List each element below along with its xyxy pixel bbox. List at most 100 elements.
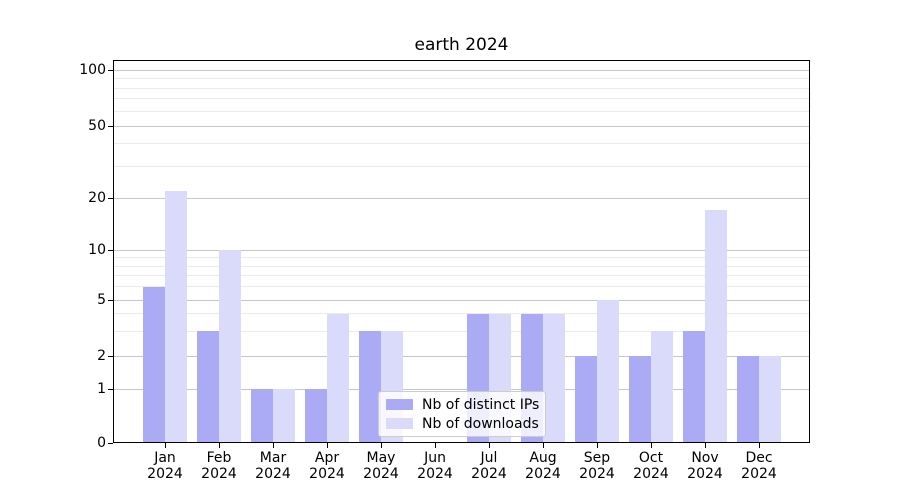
bar-downloads-jan — [165, 190, 187, 443]
bar-ips-jan — [143, 286, 165, 443]
major-gridline-10 — [114, 249, 809, 251]
y-tick-label-5: 5 — [97, 292, 106, 308]
bar-ips-sep — [575, 356, 597, 443]
minor-gridline-70 — [114, 98, 809, 100]
bar-downloads-nov — [705, 210, 727, 443]
y-tick-label-20: 20 — [88, 190, 106, 206]
x-tick-mark-oct — [650, 443, 652, 448]
x-tick-label-mar: Mar 2024 — [246, 450, 300, 482]
bar-downloads-dec — [759, 356, 781, 443]
bar-ips-feb — [197, 331, 219, 443]
x-tick-label-jun: Jun 2024 — [408, 450, 462, 482]
major-gridline-5 — [114, 299, 809, 301]
major-gridline-50 — [114, 125, 809, 127]
x-tick-label-year-apr: 2024 — [309, 466, 345, 482]
x-tick-mark-mar — [272, 443, 274, 448]
x-tick-mark-feb — [218, 443, 220, 448]
x-tick-label-year-feb: 2024 — [201, 466, 237, 482]
y-tick-label-100: 100 — [79, 62, 106, 78]
bar-ips-apr — [305, 389, 327, 443]
x-tick-label-year-sep: 2024 — [579, 466, 615, 482]
bar-ips-oct — [629, 356, 651, 443]
legend-label-downloads: Nb of downloads — [422, 415, 539, 432]
bar-downloads-sep — [597, 300, 619, 443]
legend-item-distinct-ips: Nb of distinct IPs — [386, 396, 540, 413]
legend: Nb of distinct IPs Nb of downloads — [378, 391, 546, 437]
bar-ips-mar — [251, 389, 273, 443]
y-tick-mark-0 — [108, 442, 113, 444]
x-tick-label-feb: Feb 2024 — [192, 450, 246, 482]
bar-downloads-feb — [219, 250, 241, 443]
x-tick-label-month-jul: Jul — [480, 450, 498, 466]
x-tick-label-year-nov: 2024 — [687, 466, 723, 482]
x-tick-mark-apr — [326, 443, 328, 448]
y-tick-mark-100 — [108, 69, 113, 71]
minor-gridline-9 — [114, 257, 809, 259]
x-tick-mark-aug — [542, 443, 544, 448]
minor-gridline-4 — [114, 313, 809, 315]
major-gridline-20 — [114, 197, 809, 199]
bar-ips-may — [359, 331, 381, 443]
x-tick-label-month-dec: Dec — [745, 450, 773, 466]
y-tick-mark-20 — [108, 197, 113, 199]
y-tick-label-50: 50 — [88, 118, 106, 134]
minor-gridline-60 — [114, 110, 809, 112]
minor-gridline-80 — [114, 87, 809, 89]
x-tick-mark-dec — [758, 443, 760, 448]
bar-downloads-oct — [651, 331, 673, 443]
x-tick-label-apr: Apr 2024 — [300, 450, 354, 482]
x-tick-label-year-jan: 2024 — [147, 466, 183, 482]
x-tick-label-month-aug: Aug — [529, 450, 557, 466]
x-tick-label-month-mar: Mar — [259, 450, 287, 466]
y-tick-mark-10 — [108, 249, 113, 251]
minor-gridline-8 — [114, 265, 809, 267]
y-tick-mark-50 — [108, 125, 113, 127]
legend-swatch-downloads — [386, 418, 413, 429]
x-tick-mark-may — [380, 443, 382, 448]
y-tick-mark-5 — [108, 299, 113, 301]
minor-gridline-7 — [114, 275, 809, 277]
y-tick-mark-2 — [108, 355, 113, 357]
chart-title: earth 2024 — [414, 35, 509, 55]
major-gridline-1 — [114, 388, 809, 390]
x-tick-label-sep: Sep 2024 — [570, 450, 624, 482]
x-tick-label-year-oct: 2024 — [633, 466, 669, 482]
minor-gridline-90 — [114, 78, 809, 79]
x-tick-mark-jul — [488, 443, 490, 448]
x-tick-label-month-may: May — [366, 450, 396, 466]
minor-gridline-30 — [114, 165, 809, 167]
x-tick-label-month-jan: Jan — [154, 450, 176, 466]
x-tick-label-year-may: 2024 — [363, 466, 399, 482]
major-gridline-2 — [114, 355, 809, 357]
x-tick-label-month-feb: Feb — [206, 450, 232, 466]
legend-swatch-distinct-ips — [386, 399, 413, 410]
minor-gridline-3 — [114, 330, 809, 332]
bar-downloads-mar — [273, 389, 295, 443]
x-tick-label-year-jun: 2024 — [417, 466, 453, 482]
x-tick-label-year-mar: 2024 — [255, 466, 291, 482]
y-tick-label-0: 0 — [97, 435, 106, 451]
x-tick-label-jul: Jul 2024 — [462, 450, 516, 482]
x-tick-label-month-oct: Oct — [638, 450, 664, 466]
minor-gridline-40 — [114, 143, 809, 145]
x-tick-label-year-jul: 2024 — [471, 466, 507, 482]
x-tick-label-jan: Jan 2024 — [138, 450, 192, 482]
x-tick-label-month-sep: Sep — [583, 450, 611, 466]
major-gridline-100 — [114, 69, 809, 71]
bar-downloads-apr — [327, 313, 349, 443]
minor-gridline-6 — [114, 286, 809, 288]
legend-item-downloads: Nb of downloads — [386, 415, 539, 432]
y-tick-mark-1 — [108, 388, 113, 390]
bar-ips-dec — [737, 356, 759, 443]
x-tick-label-nov: Nov 2024 — [678, 450, 732, 482]
x-tick-mark-jan — [164, 443, 166, 448]
bar-ips-nov — [683, 331, 705, 443]
x-tick-label-may: May 2024 — [354, 450, 408, 482]
x-tick-label-month-apr: Apr — [314, 450, 340, 466]
x-tick-mark-sep — [596, 443, 598, 448]
legend-label-distinct-ips: Nb of distinct IPs — [422, 396, 540, 413]
y-tick-label-2: 2 — [97, 348, 106, 364]
x-tick-label-aug: Aug 2024 — [516, 450, 570, 482]
x-tick-mark-nov — [704, 443, 706, 448]
